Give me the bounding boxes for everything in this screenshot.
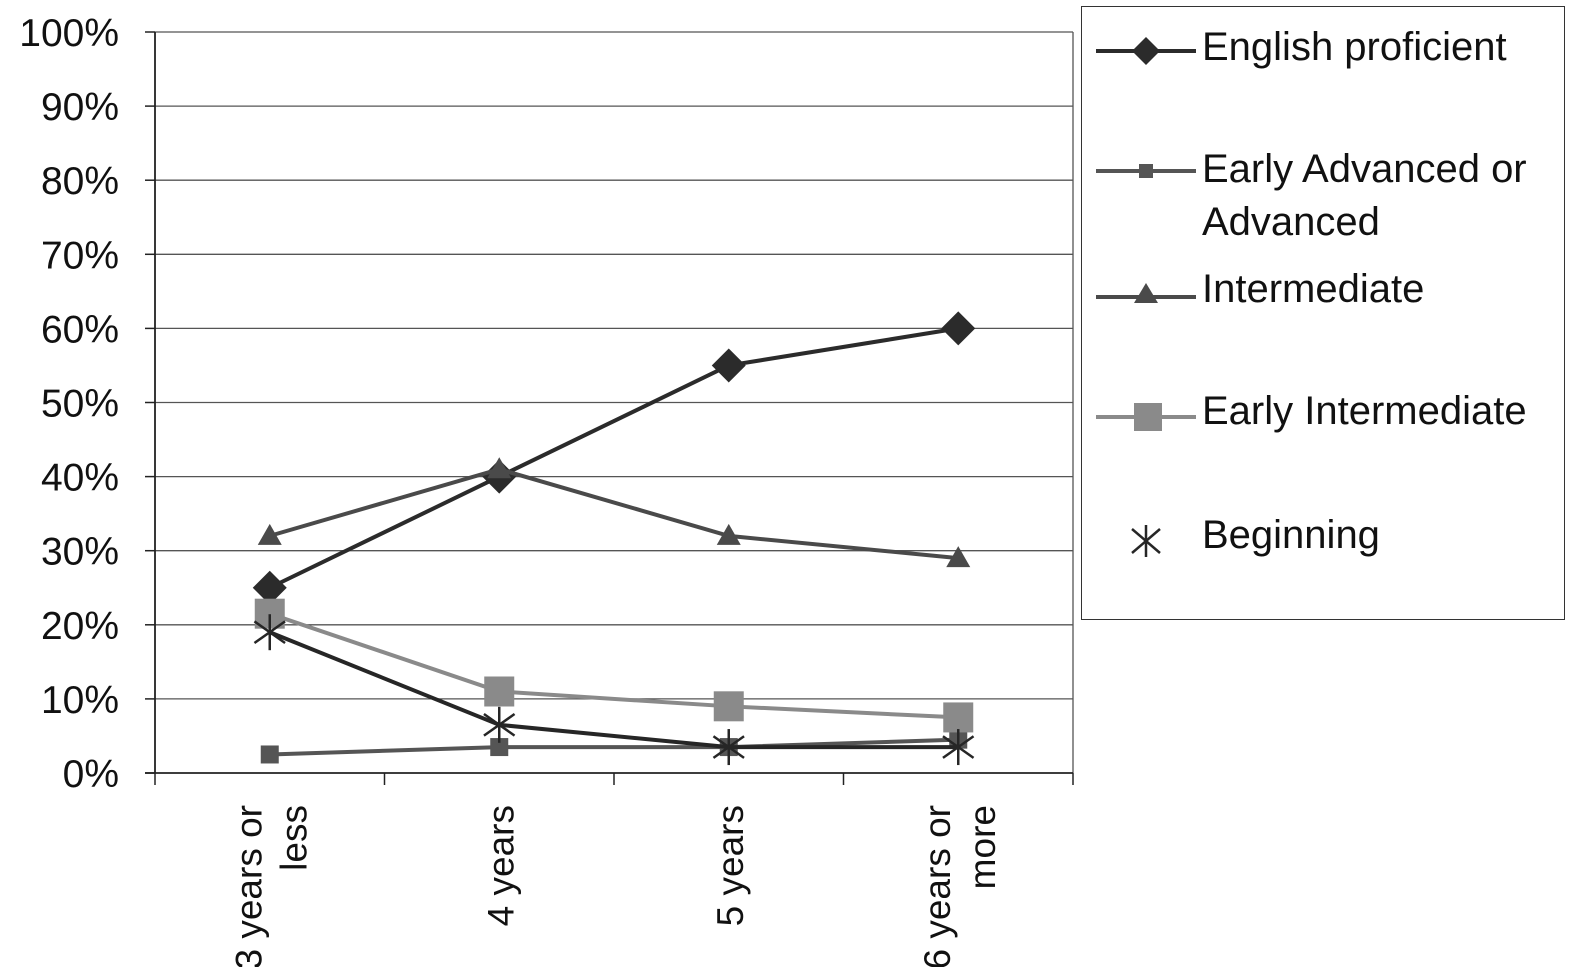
data-point xyxy=(942,729,975,766)
y-tick-label: 80% xyxy=(41,160,119,203)
asterisk-stroke xyxy=(942,735,975,759)
axes xyxy=(145,31,1074,785)
legend-swatch-triangle xyxy=(1096,283,1196,303)
data-point xyxy=(943,702,974,733)
data-point xyxy=(252,570,287,605)
data-point xyxy=(484,676,515,707)
legend-swatch-asterisk xyxy=(1131,525,1161,557)
legend-label: Early Intermediate xyxy=(1202,389,1527,433)
legend: English proficient Early Advanced or Adv… xyxy=(1081,6,1565,620)
asterisk-stroke xyxy=(483,713,516,737)
legend-label: Early Advanced or Advanced xyxy=(1202,147,1527,244)
data-point xyxy=(257,523,282,545)
series-beginning xyxy=(253,614,975,766)
series-line xyxy=(269,630,959,750)
legend-swatch-diamond xyxy=(1096,37,1196,65)
data-point xyxy=(946,546,971,568)
legend-swatch-small-square xyxy=(1096,164,1196,178)
y-tick-label: 60% xyxy=(41,308,119,351)
x-tick-label: less xyxy=(273,805,314,871)
series-line xyxy=(269,611,959,720)
x-tick-label: more xyxy=(962,805,1003,889)
legend-label: Beginning xyxy=(1202,513,1380,557)
y-tick-label: 50% xyxy=(41,383,119,426)
y-tick-label: 30% xyxy=(41,531,119,574)
y-tick-label: 100% xyxy=(19,12,119,55)
y-tick-label: 40% xyxy=(41,457,119,500)
y-axis-tick-labels: 0% 10% 20% 30% 40% 50% 60% 70% 80% 90% 100% xyxy=(19,12,119,796)
y-tick-label: 70% xyxy=(41,234,119,277)
data-point xyxy=(713,691,744,722)
data-point xyxy=(712,729,745,766)
gridlines xyxy=(155,31,1073,700)
legend-label: Intermediate xyxy=(1202,267,1425,311)
asterisk-stroke xyxy=(253,620,286,645)
y-tick-label: 90% xyxy=(41,86,119,129)
legend-swatch-square xyxy=(1096,403,1196,431)
data-point xyxy=(716,523,741,545)
legend-label: English proficient xyxy=(1202,25,1507,69)
series-line xyxy=(269,737,959,757)
data-point xyxy=(487,457,512,479)
data-point xyxy=(711,348,746,383)
data-point xyxy=(260,745,279,764)
data-point xyxy=(483,706,516,743)
data-point xyxy=(490,738,509,757)
data-point xyxy=(253,614,286,651)
data-point xyxy=(941,311,976,346)
x-tick-label: 6 years or xyxy=(917,805,958,967)
series-line xyxy=(268,326,959,590)
series-layer xyxy=(252,311,976,766)
series-early-intermediate xyxy=(254,598,974,733)
y-tick-label: 10% xyxy=(41,679,119,722)
asterisk-stroke xyxy=(712,735,745,759)
x-tick-label: 3 years or xyxy=(228,805,269,967)
series-intermediate xyxy=(257,457,971,568)
x-axis-tick-labels: 3 years or less 4 years 5 years 6 years or mo… xyxy=(228,805,1003,967)
y-tick-label: 0% xyxy=(63,753,119,796)
x-tick-label: 4 years xyxy=(480,805,521,926)
series-line xyxy=(269,467,959,561)
x-tick-label: 5 years xyxy=(710,805,751,926)
y-tick-label: 20% xyxy=(41,605,119,648)
series-english-proficient xyxy=(252,311,976,605)
